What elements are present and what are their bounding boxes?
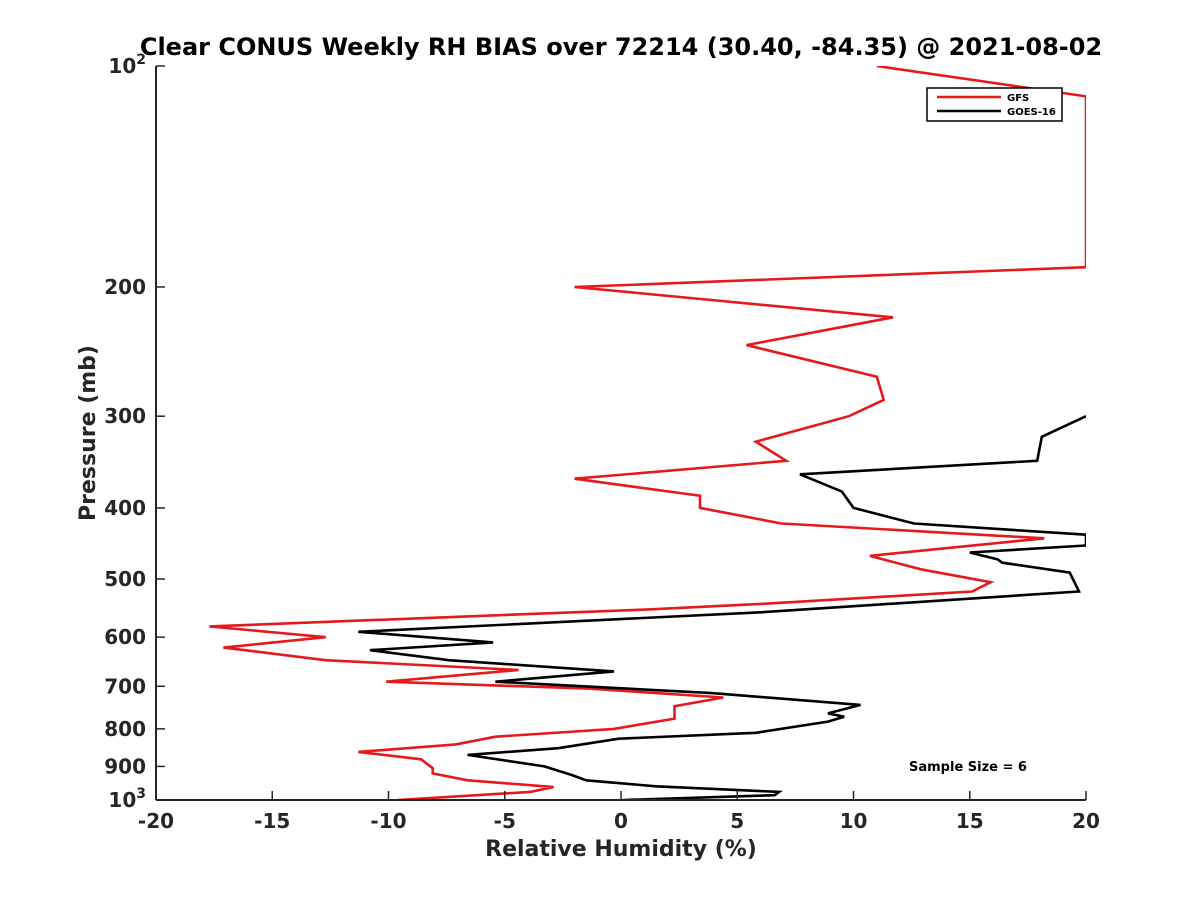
x-tick-label: 10 <box>840 809 868 833</box>
legend: GFS GOES-16 <box>926 87 1063 122</box>
y-tick-label: 200 <box>104 275 146 299</box>
x-tick-label: -20 <box>138 809 174 833</box>
y-tick-label: 800 <box>104 717 146 741</box>
series-line-gfs <box>209 66 1086 800</box>
y-tick-label-base: 10 <box>108 788 136 812</box>
x-tick-label: 20 <box>1072 809 1100 833</box>
legend-label-gfs: GFS <box>1007 93 1029 104</box>
y-tick-label-base: 800 <box>104 717 146 741</box>
y-tick-label-base: 700 <box>104 674 146 698</box>
x-axis-ticks: -20 -15 -10 -5 0 5 10 15 20 <box>138 791 1100 833</box>
x-tick-label: 15 <box>956 809 984 833</box>
legend-box <box>926 87 1063 122</box>
chart-title: Clear CONUS Weekly RH BIAS over 72214 (3… <box>140 33 1102 61</box>
x-tick-label: 0 <box>614 809 628 833</box>
y-tick-label-base: 200 <box>104 275 146 299</box>
y-tick-label-base: 10 <box>108 54 136 78</box>
y-tick-label-base: 300 <box>104 404 146 428</box>
series-line-goes-16 <box>358 415 1086 800</box>
x-tick-label: -5 <box>494 809 516 833</box>
y-tick-label-base: 900 <box>104 754 146 778</box>
y-tick-label: 500 <box>104 567 146 591</box>
y-tick-label: 102 <box>108 52 146 78</box>
legend-label-goes-16: GOES-16 <box>1007 107 1056 118</box>
y-tick-label-base: 400 <box>104 496 146 520</box>
y-tick-label: 900 <box>104 754 146 778</box>
y-tick-label: 600 <box>104 625 146 649</box>
y-tick-label: 700 <box>104 674 146 698</box>
x-tick-label: -10 <box>370 809 406 833</box>
y-tick-label: 400 <box>104 496 146 520</box>
x-tick-label: 5 <box>730 809 744 833</box>
x-tick-label: -15 <box>254 809 290 833</box>
y-tick-label: 300 <box>104 404 146 428</box>
y-tick-label-exponent: 2 <box>136 52 146 68</box>
y-tick-label: 103 <box>108 786 146 812</box>
x-axis-label: Relative Humidity (%) <box>485 837 757 862</box>
y-tick-label-base: 500 <box>104 567 146 591</box>
y-tick-label-exponent: 3 <box>136 786 146 802</box>
y-axis-label: Pressure (mb) <box>76 345 101 521</box>
series-layer <box>209 66 1086 800</box>
y-tick-label-base: 600 <box>104 625 146 649</box>
sample-size-annotation: Sample Size = 6 <box>909 760 1027 775</box>
